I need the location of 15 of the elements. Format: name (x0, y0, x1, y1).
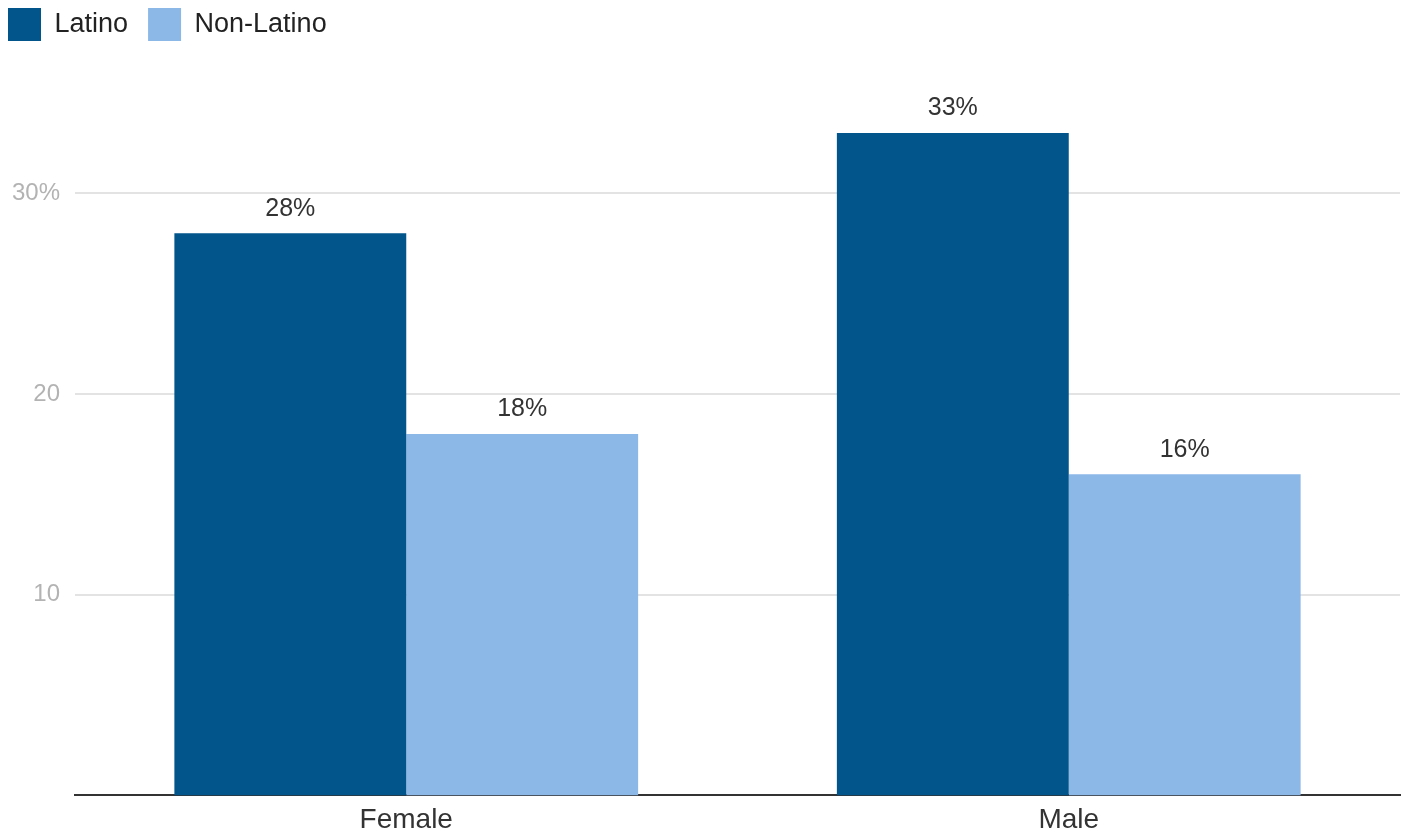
bar (836, 133, 1069, 796)
x-tick-label: Female (359, 802, 453, 834)
bar (1068, 474, 1301, 796)
legend-label: Latino (54, 7, 129, 38)
y-tick-label: 20 (33, 378, 60, 406)
x-tick-label: Male (1038, 802, 1100, 834)
data-label: 16% (1159, 433, 1210, 462)
y-tick-label: 30% (11, 177, 60, 205)
data-label: 33% (927, 92, 978, 121)
legend-label: Non-Latino (194, 7, 327, 38)
bar (406, 434, 639, 796)
data-label: 28% (265, 192, 316, 221)
y-tick-label: 10 (33, 579, 60, 607)
bar (174, 233, 407, 796)
data-label: 18% (497, 393, 548, 422)
